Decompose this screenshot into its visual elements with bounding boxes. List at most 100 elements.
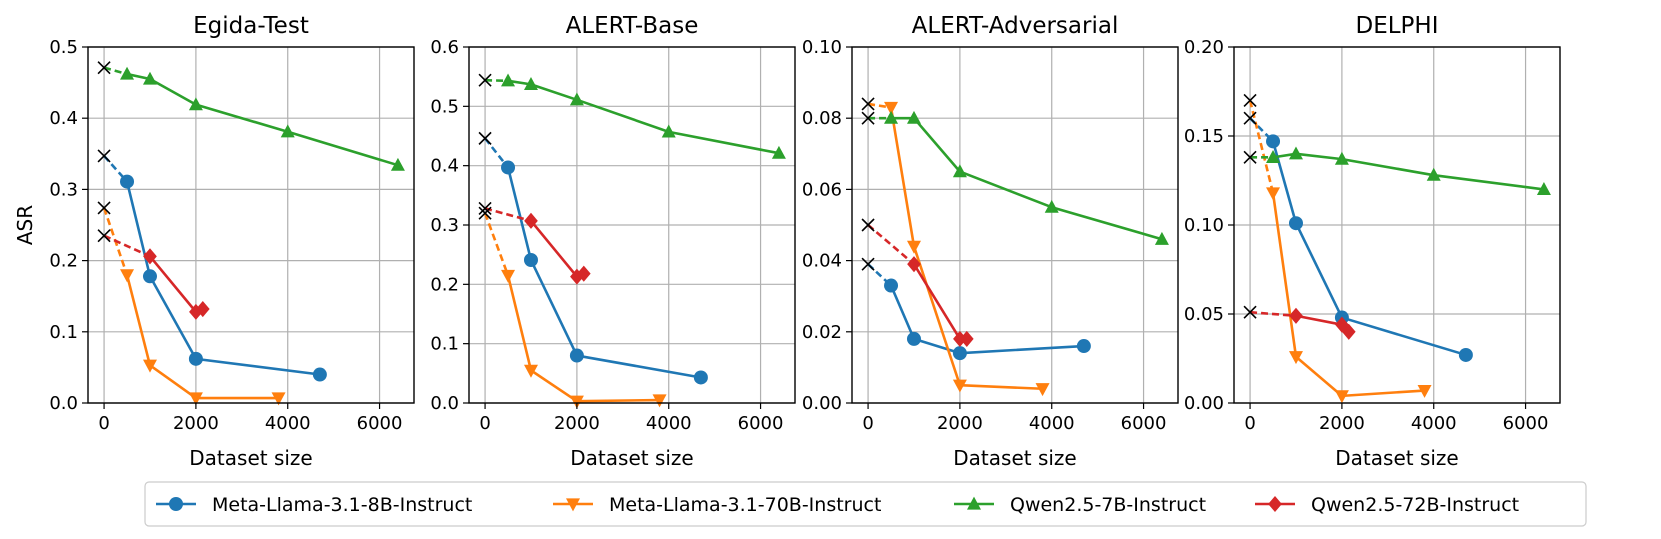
x-tick-label: 6000 [357, 413, 403, 434]
baseline-point [478, 206, 492, 220]
series-meta-llama-3-1-70b-instruct [1248, 100, 1432, 404]
baseline-x-stroke [478, 73, 492, 87]
series-line [1271, 192, 1425, 398]
x-axis-title: Dataset size [953, 446, 1076, 470]
series-line [125, 274, 279, 400]
data-point [1288, 216, 1303, 231]
y-tick-label: 0.10 [802, 37, 842, 58]
baseline-x-stroke [478, 131, 492, 145]
data-point [120, 174, 135, 189]
y-tick-label: 0.1 [49, 322, 78, 343]
legend-marker [566, 498, 580, 512]
data-point [884, 278, 899, 293]
panel-title: ALERT-Adversarial [912, 13, 1119, 39]
y-tick-label: 0.6 [430, 37, 459, 58]
data-point [952, 164, 967, 178]
legend-marker [1268, 495, 1282, 513]
y-tick-label: 0.3 [49, 179, 78, 200]
y-tick-label: 0.00 [1184, 393, 1224, 414]
data-point [195, 300, 210, 318]
baseline-point [478, 131, 492, 145]
series-meta-llama-3-1-70b-instruct [483, 212, 667, 409]
data-point [906, 331, 921, 346]
data-point [1266, 134, 1281, 149]
data-point [771, 145, 786, 159]
baseline-x-stroke [1243, 111, 1257, 125]
x-tick-label: 2000 [173, 413, 219, 434]
data-point [652, 394, 667, 408]
data-point [884, 110, 899, 124]
y-tick-label: 0.2 [430, 274, 459, 295]
data-point [1266, 150, 1281, 163]
baseline-point [478, 73, 492, 87]
data-point [523, 77, 538, 90]
baseline-x-stroke [1243, 93, 1257, 107]
baseline-point [1243, 111, 1257, 125]
data-point [953, 330, 967, 347]
data-point [959, 330, 974, 347]
data-point [271, 392, 286, 406]
series-meta-llama-3-1-8b-instruct [484, 137, 708, 385]
series-line [889, 285, 1084, 355]
data-point [1341, 323, 1356, 340]
y-tick-label: 0.3 [430, 215, 459, 236]
baseline-point [1243, 150, 1257, 164]
data-point [906, 240, 921, 254]
baseline-connector [484, 207, 532, 223]
data-point [280, 124, 295, 138]
data-point [189, 303, 203, 320]
y-tick-label: 0.4 [430, 156, 459, 177]
x-axis-title: Dataset size [189, 446, 312, 470]
legend: Meta-Llama-3.1-8B-Instruct Meta-Llama-3.1… [144, 481, 1587, 527]
data-point [906, 110, 921, 124]
baseline-point [97, 61, 111, 75]
series-qwen2-5-7b-instruct [868, 110, 1169, 245]
baseline-point [1243, 305, 1257, 319]
baseline-connector [103, 66, 128, 76]
baseline-point [97, 229, 111, 243]
data-point [693, 370, 708, 385]
data-point [1458, 347, 1473, 362]
data-point [1044, 199, 1059, 213]
series-qwen2-5-72b-instruct [103, 234, 210, 320]
legend-marker [967, 496, 981, 510]
data-point [501, 73, 516, 87]
baseline-x-stroke [1243, 150, 1257, 164]
y-tick-label: 0.4 [49, 108, 78, 129]
panel-title: DELPHI [1355, 13, 1438, 39]
series-line [506, 275, 660, 403]
legend-item-qwen2-5-72b-instruct: Qwen2.5-72B-Instruct [1255, 494, 1519, 516]
legend-item-meta-llama-3-1-8b-instruct: Meta-Llama-3.1-8B-Instruct [156, 494, 472, 516]
baseline-point [1243, 93, 1257, 107]
series-line [507, 79, 780, 155]
y-tick-label: 0.5 [49, 37, 78, 58]
data-point [501, 160, 516, 175]
data-point [312, 367, 327, 382]
x-tick-label: 6000 [1121, 413, 1167, 434]
x-tick-label: 4000 [1029, 413, 1075, 434]
series-line [148, 255, 204, 314]
x-tick-label: 4000 [646, 413, 692, 434]
plot-frame [87, 46, 415, 404]
panel-title: Egida-Test [193, 13, 309, 39]
series-line [1272, 152, 1545, 191]
baseline-connector [103, 234, 151, 258]
data-point [907, 256, 921, 273]
baseline-connector [867, 224, 915, 266]
data-point [1426, 167, 1441, 181]
series-qwen2-5-72b-instruct [1249, 307, 1356, 340]
x-tick-label: 6000 [1503, 413, 1549, 434]
y-tick-label: 0.0 [49, 393, 78, 414]
data-point [523, 253, 538, 268]
data-point [569, 348, 584, 363]
y-tick-label: 0.05 [1184, 304, 1224, 325]
series-group [861, 97, 1169, 397]
y-tick-label: 0.1 [430, 334, 459, 355]
baseline-point [861, 257, 875, 271]
panel-egida-test: 0 2000 4000 6000 0.0 0.1 0.2 0.3 0.4 0.5 Egida-Tes… [13, 13, 415, 470]
data-point [1076, 339, 1091, 354]
data-point [142, 269, 157, 284]
y-tick-label: 0.20 [1184, 37, 1224, 58]
data-point [188, 392, 203, 406]
